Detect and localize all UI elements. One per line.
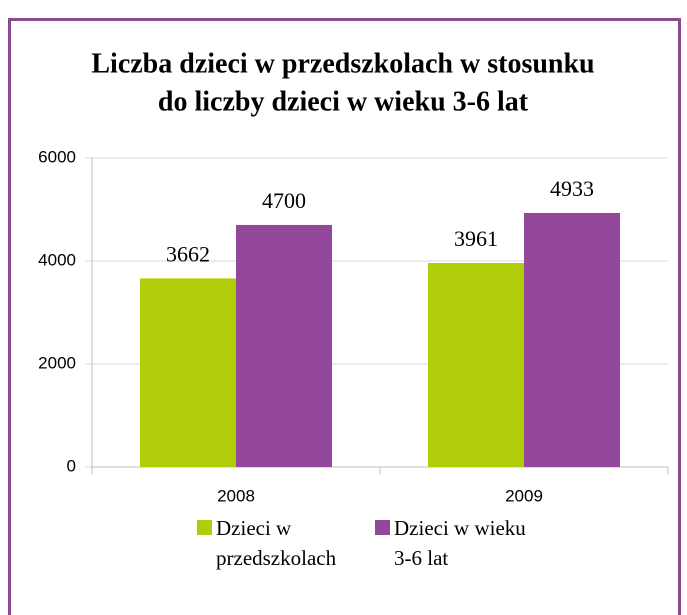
data-label: 4933 — [550, 176, 594, 201]
x-tick-label: 2009 — [505, 486, 543, 505]
bar — [428, 263, 524, 467]
y-tick-label: 6000 — [38, 147, 76, 166]
bar — [140, 278, 236, 467]
data-label: 3662 — [166, 241, 210, 266]
chart-title: do liczby dzieci w wieku 3-6 lat — [158, 86, 529, 117]
chart-title: Liczba dzieci w przedszkolach w stosunku — [91, 48, 594, 79]
legend-swatch — [375, 520, 390, 535]
bar — [524, 212, 620, 467]
y-tick-label: 2000 — [38, 353, 76, 372]
x-tick-label: 2008 — [217, 486, 255, 505]
data-label: 3961 — [454, 226, 498, 251]
data-label: 4700 — [262, 188, 306, 213]
bar — [236, 224, 332, 467]
legend-swatch — [197, 520, 212, 535]
legend-label: Dzieci w przedszkolach — [216, 516, 337, 570]
y-tick-label: 4000 — [38, 250, 76, 269]
chart-border — [8, 18, 681, 615]
y-tick-label: 0 — [67, 456, 76, 475]
legend-label: Dzieci w wieku 3-6 lat — [394, 516, 526, 570]
